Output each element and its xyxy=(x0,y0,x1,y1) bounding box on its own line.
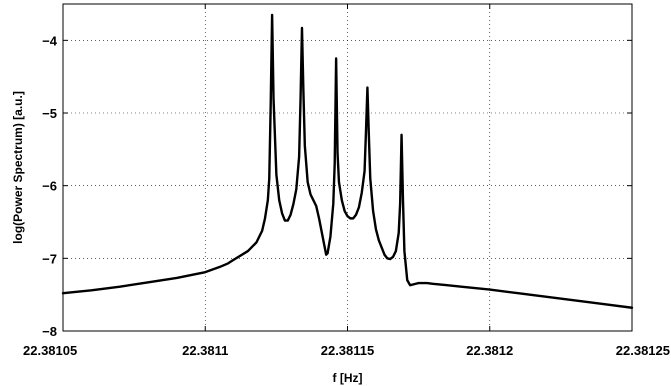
plot-area-frame xyxy=(62,3,633,332)
x-tick-label: 22.38125 xyxy=(616,343,670,358)
x-axis-label: f [Hz] xyxy=(333,371,363,385)
y-tick-label: −5 xyxy=(42,106,57,121)
series-line xyxy=(61,13,634,309)
series-group xyxy=(61,13,634,309)
x-tick-label: 22.3811 xyxy=(182,343,228,358)
y-tick-labels: −8 −7 −6 −5 −4 xyxy=(42,33,58,339)
y-tick-label: −8 xyxy=(42,324,57,339)
y-tick-label: −7 xyxy=(42,251,57,266)
y-tick-label: −4 xyxy=(42,33,58,48)
y-tick-label: −6 xyxy=(42,179,57,194)
x-tick-labels: 22.38105 22.3811 22.38115 22.3812 22.38125 xyxy=(23,343,670,358)
y-axis-label: log(Power Spectrum) [a.u.] xyxy=(11,91,25,244)
x-tick-label: 22.38105 xyxy=(23,343,77,358)
x-tick-label: 22.3812 xyxy=(466,343,513,358)
x-tick-label: 22.38115 xyxy=(321,343,375,358)
